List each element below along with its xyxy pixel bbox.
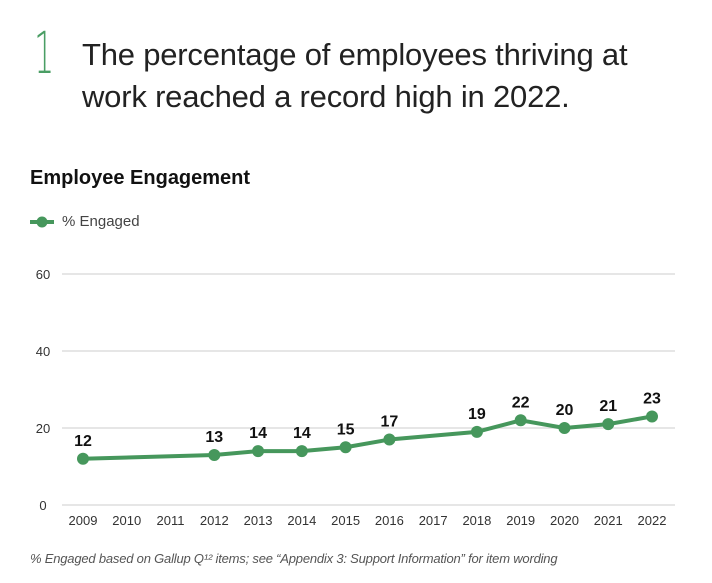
- data-label: 14: [293, 425, 311, 442]
- x-tick-label: 2017: [419, 513, 448, 528]
- y-tick-label: 20: [36, 421, 50, 436]
- data-point: [470, 425, 483, 438]
- legend-line-marker-icon: [30, 216, 54, 227]
- data-label: 12: [74, 433, 92, 450]
- y-tick-label: 0: [39, 498, 46, 513]
- data-label: 20: [556, 402, 574, 419]
- data-point: [77, 452, 89, 465]
- headline-line-1: The percentage of employees thriving at: [82, 37, 628, 72]
- data-label: 15: [337, 421, 355, 438]
- y-tick-label: 60: [36, 267, 50, 282]
- data-labels: 12 13 14 14 15 17 19 22 20 21 23: [74, 390, 661, 449]
- x-tick-label: 2020: [550, 513, 579, 528]
- x-tick-label: 2016: [375, 513, 404, 528]
- series-points: [77, 410, 658, 465]
- y-tick-label: 40: [36, 344, 50, 359]
- x-tick-label: 2011: [157, 513, 185, 528]
- x-tick-label: 2009: [69, 513, 98, 528]
- headline-number: 1: [34, 19, 55, 87]
- x-tick-label: 2012: [200, 513, 229, 528]
- legend: % Engaged: [30, 213, 140, 230]
- data-point: [646, 410, 658, 423]
- data-label: 17: [380, 414, 398, 431]
- x-tick-label: 2013: [244, 513, 273, 528]
- x-tick-label: 2021: [594, 513, 623, 528]
- x-tick-label: 2010: [112, 513, 141, 528]
- data-label: 23: [643, 390, 661, 407]
- data-label: 14: [249, 425, 267, 442]
- headline-line-2: work reached a record high in 2022.: [82, 79, 570, 114]
- x-tick-label: 2019: [506, 513, 535, 528]
- data-point: [295, 445, 308, 458]
- data-point: [252, 445, 265, 458]
- data-point: [514, 414, 527, 427]
- x-tick-label: 2018: [462, 513, 491, 528]
- y-axis-ticks: 0 20 40 60: [36, 267, 50, 513]
- x-tick-label: 2022: [638, 513, 667, 528]
- x-tick-label: 2015: [331, 513, 360, 528]
- headline: The percentage of employees thriving at …: [82, 34, 628, 118]
- data-label: 19: [468, 406, 486, 423]
- legend-label: % Engaged: [62, 213, 140, 230]
- x-axis-ticks: 2009 2010 2011 2012 2013 2014 2015 2016 2017 2018…: [69, 513, 667, 528]
- data-label: 21: [599, 398, 617, 415]
- data-point: [602, 418, 615, 431]
- data-point: [383, 433, 396, 446]
- data-label: 13: [205, 429, 223, 446]
- gridlines: [62, 273, 675, 506]
- data-point: [558, 422, 571, 434]
- x-tick-label: 2014: [287, 513, 316, 528]
- data-point: [208, 448, 221, 461]
- data-point: [339, 441, 352, 454]
- chart-title: Employee Engagement: [30, 167, 251, 189]
- data-label: 22: [512, 394, 530, 411]
- footnote: % Engaged based on Gallup Q¹² items; see…: [30, 551, 558, 566]
